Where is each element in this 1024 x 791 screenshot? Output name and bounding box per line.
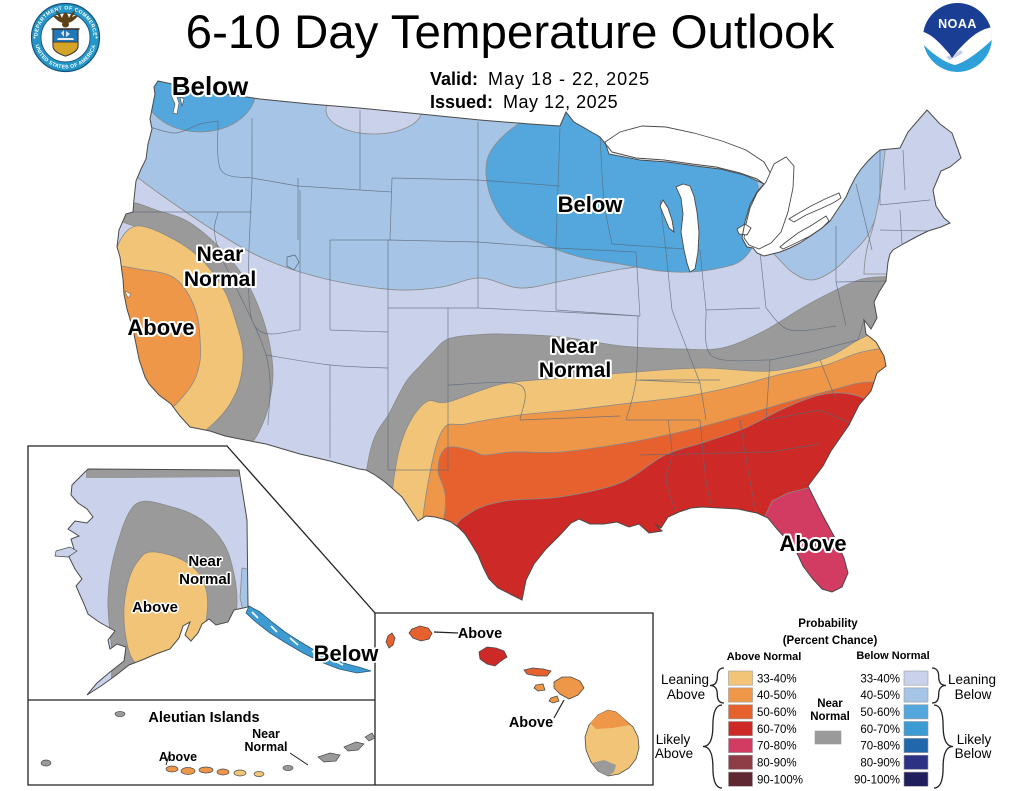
svg-text:Above: Above [159, 750, 197, 764]
svg-text:Above: Above [667, 687, 705, 702]
svg-text:(Percent Chance): (Percent Chance) [783, 635, 878, 647]
svg-text:Above Normal: Above Normal [727, 651, 802, 663]
svg-text:Likely: Likely [656, 732, 691, 747]
svg-text:40-50%: 40-50% [860, 690, 900, 702]
svg-text:Below: Below [955, 746, 992, 761]
svg-text:6-10 Day Temperature Outlook: 6-10 Day Temperature Outlook [186, 6, 835, 59]
svg-text:Above: Above [127, 315, 194, 340]
svg-text:80-90%: 80-90% [757, 758, 797, 770]
svg-text:Valid: May 18 - 22, 2025: Valid: May 18 - 22, 2025 [430, 69, 650, 89]
svg-text:Below: Below [955, 687, 992, 702]
svg-text:Normal: Normal [244, 740, 287, 754]
svg-text:Near: Near [188, 553, 222, 570]
svg-text:Below: Below [314, 641, 380, 666]
svg-text:60-70%: 60-70% [860, 724, 900, 736]
svg-text:Above: Above [509, 715, 553, 731]
svg-text:90-100%: 90-100% [854, 774, 900, 786]
svg-text:Above: Above [779, 531, 846, 556]
svg-text:Near: Near [817, 698, 843, 710]
svg-text:Below: Below [172, 71, 249, 101]
svg-text:Leaning: Leaning [948, 672, 996, 687]
svg-text:Normal: Normal [810, 711, 850, 723]
svg-text:80-90%: 80-90% [860, 758, 900, 770]
svg-text:Normal: Normal [539, 359, 611, 382]
svg-text:Near: Near [197, 243, 244, 266]
svg-text:Aleutian Islands: Aleutian Islands [148, 710, 259, 726]
svg-text:Normal: Normal [184, 268, 256, 291]
svg-text:Probability: Probability [798, 618, 858, 630]
svg-text:50-60%: 50-60% [860, 707, 900, 719]
svg-text:Above: Above [655, 746, 693, 761]
svg-text:Near: Near [551, 335, 598, 358]
svg-text:33-40%: 33-40% [860, 673, 900, 685]
svg-text:Above: Above [458, 626, 502, 642]
svg-text:Leaning: Leaning [661, 672, 709, 687]
svg-text:Above: Above [132, 599, 178, 616]
svg-text:60-70%: 60-70% [757, 724, 797, 736]
svg-text:70-80%: 70-80% [757, 741, 797, 753]
svg-text:Near: Near [252, 727, 280, 741]
svg-text:Below: Below [558, 192, 624, 217]
svg-text:Likely: Likely [957, 732, 992, 747]
svg-text:Normal: Normal [179, 571, 231, 588]
svg-text:40-50%: 40-50% [757, 690, 797, 702]
svg-text:90-100%: 90-100% [757, 774, 803, 786]
svg-text:33-40%: 33-40% [757, 673, 797, 685]
svg-text:NOAA: NOAA [938, 17, 977, 31]
svg-text:Below Normal: Below Normal [856, 650, 929, 662]
svg-text:70-80%: 70-80% [860, 741, 900, 753]
svg-text:Issued: May 12, 2025: Issued: May 12, 2025 [430, 92, 618, 112]
svg-text:50-60%: 50-60% [757, 707, 797, 719]
